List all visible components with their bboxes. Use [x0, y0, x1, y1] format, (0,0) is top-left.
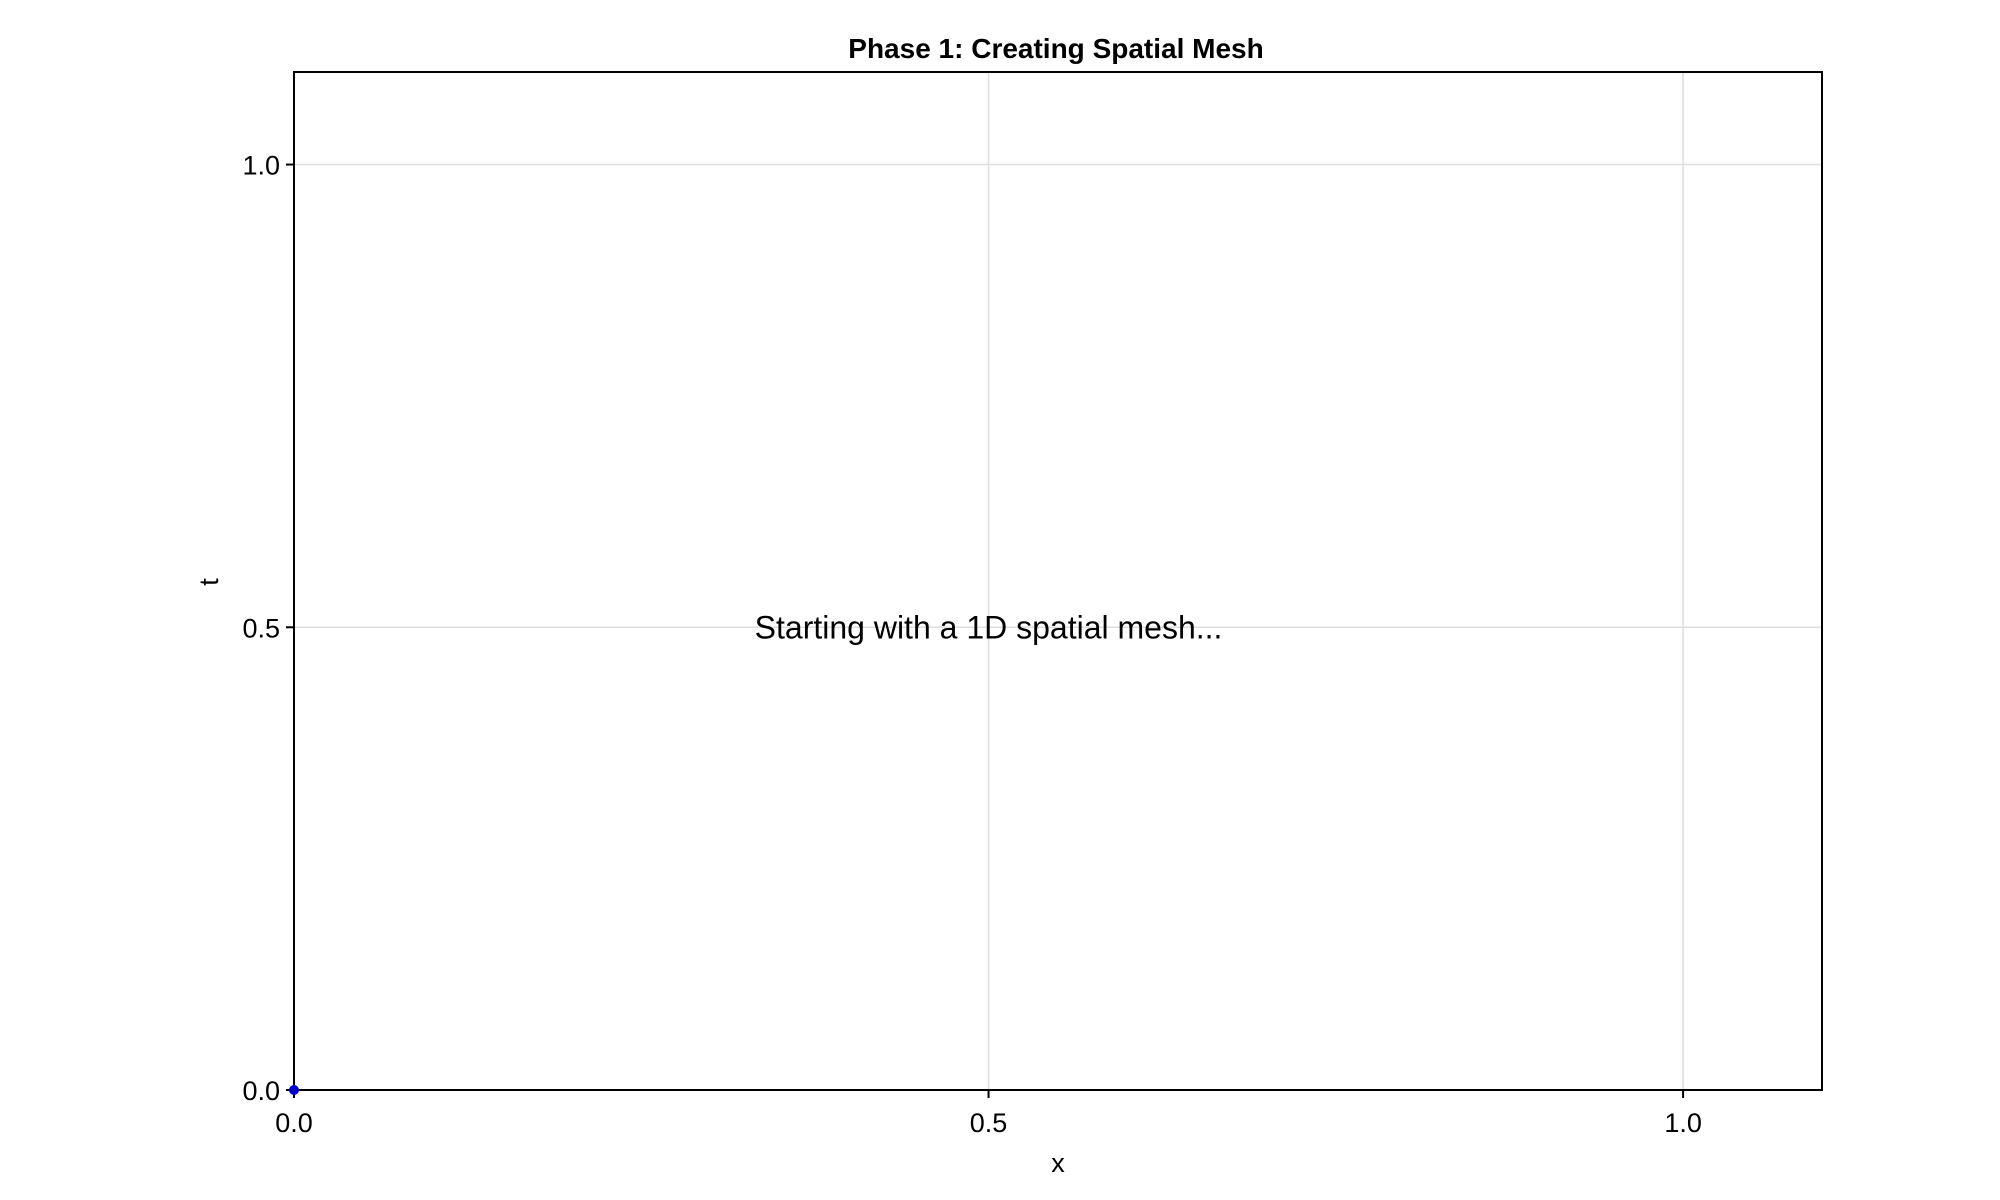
y-axis-label: t [194, 578, 224, 586]
axis-ticks: 0.0 0.5 1.0 0.0 0.5 1.0 [242, 151, 1701, 1138]
x-axis-label: x [1051, 1148, 1065, 1178]
data-points [289, 1085, 299, 1095]
annotations: Starting with a 1D spatial mesh... [755, 609, 1223, 645]
y-tick-label: 0.5 [242, 613, 280, 643]
annotation-text: Starting with a 1D spatial mesh... [755, 609, 1223, 645]
grid-lines [293, 72, 1822, 1091]
x-tick-label: 0.5 [970, 1108, 1008, 1138]
y-tick-label: 1.0 [242, 151, 280, 181]
y-tick-label: 0.0 [242, 1076, 280, 1106]
x-tick-label: 0.0 [275, 1108, 313, 1138]
x-tick-label: 1.0 [1664, 1108, 1702, 1138]
data-point [289, 1085, 299, 1095]
chart-title: Phase 1: Creating Spatial Mesh [848, 33, 1263, 64]
plot-frame [293, 71, 1823, 1091]
